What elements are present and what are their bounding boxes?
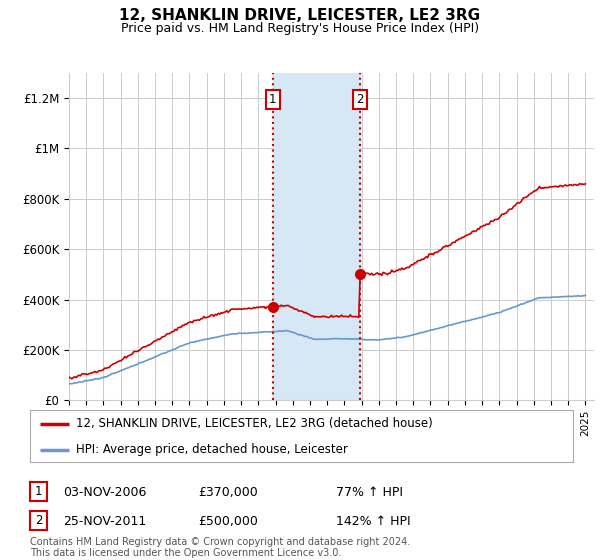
Text: 2: 2 — [356, 93, 364, 106]
Text: 12, SHANKLIN DRIVE, LEICESTER, LE2 3RG: 12, SHANKLIN DRIVE, LEICESTER, LE2 3RG — [119, 8, 481, 24]
Text: 03-NOV-2006: 03-NOV-2006 — [63, 486, 146, 500]
Text: 77% ↑ HPI: 77% ↑ HPI — [336, 486, 403, 500]
Text: £370,000: £370,000 — [198, 486, 258, 500]
Text: 25-NOV-2011: 25-NOV-2011 — [63, 515, 146, 529]
Text: 1: 1 — [35, 485, 42, 498]
Text: Contains HM Land Registry data © Crown copyright and database right 2024.
This d: Contains HM Land Registry data © Crown c… — [30, 537, 410, 558]
Text: 1: 1 — [269, 93, 277, 106]
Text: £500,000: £500,000 — [198, 515, 258, 529]
Bar — [273, 73, 360, 400]
Text: 142% ↑ HPI: 142% ↑ HPI — [336, 515, 410, 529]
Text: HPI: Average price, detached house, Leicester: HPI: Average price, detached house, Leic… — [76, 443, 348, 456]
Text: 12, SHANKLIN DRIVE, LEICESTER, LE2 3RG (detached house): 12, SHANKLIN DRIVE, LEICESTER, LE2 3RG (… — [76, 417, 433, 431]
Text: Price paid vs. HM Land Registry's House Price Index (HPI): Price paid vs. HM Land Registry's House … — [121, 22, 479, 35]
Text: 2: 2 — [35, 514, 42, 528]
